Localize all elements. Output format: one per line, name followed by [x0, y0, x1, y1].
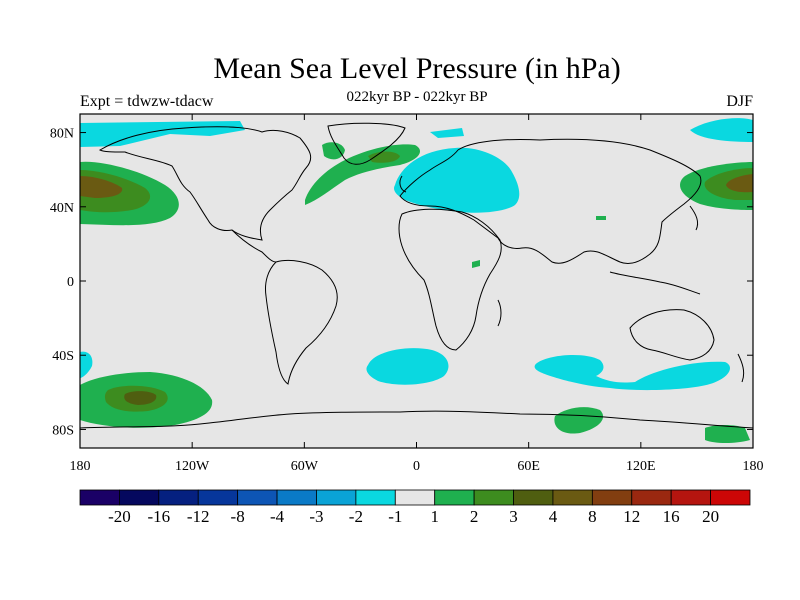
coastline-south-america — [265, 259, 338, 385]
colorbar-label: -8 — [231, 507, 245, 526]
coastline-central-america — [231, 229, 277, 263]
coastline-africa — [398, 208, 502, 351]
colorbar-swatch — [119, 489, 160, 506]
colorbar-label: 1 — [430, 507, 439, 526]
colorbar-swatch — [631, 489, 672, 506]
anomaly-cyan-south-pacific-west — [80, 351, 93, 378]
colorbar-label: 8 — [588, 507, 597, 526]
lat-tick-label: 40N — [50, 201, 74, 216]
colorbar-swatch — [237, 489, 278, 506]
colorbar-swatch — [434, 489, 475, 506]
anomaly-fields — [80, 118, 753, 443]
coastline-new-zealand — [737, 353, 745, 383]
season-label: DJF — [726, 93, 753, 110]
colorbar: -20 -16 -12 -8 -4 -3 -2 -1 1 2 3 4 8 12 16 20 — [79, 489, 751, 526]
colorbar-swatch — [513, 489, 554, 506]
colorbar-label: -1 — [388, 507, 402, 526]
colorbar-label: -16 — [147, 507, 170, 526]
colorbar-label: 16 — [663, 507, 680, 526]
colorbar-swatch — [158, 489, 199, 506]
coastline-north-america — [98, 126, 312, 241]
colorbar-swatch — [591, 489, 633, 506]
colorbar-label: 20 — [702, 507, 719, 526]
chart-title: Mean Sea Level Pressure (in hPa) — [213, 52, 621, 85]
lon-tick-label: 60E — [517, 459, 540, 474]
anomaly-green-canadian-arctic — [322, 142, 345, 160]
colorbar-label: 4 — [549, 507, 558, 526]
colorbar-swatch — [552, 489, 593, 506]
lat-tick-label: 0 — [67, 275, 74, 290]
lon-tick-label: 120E — [626, 459, 656, 474]
colorbar-label: 2 — [470, 507, 479, 526]
lon-tick-label: 120W — [175, 459, 210, 474]
coastlines — [80, 122, 753, 429]
colorbar-label: -12 — [187, 507, 210, 526]
stronger-positive-cores — [80, 151, 753, 412]
coastline-madagascar — [497, 299, 502, 327]
coastline-australia — [629, 309, 715, 361]
latitude-axis: 80N 40N 0 40S 80S — [50, 127, 753, 438]
anomaly-cyan-arctic-asia — [690, 118, 753, 142]
lon-tick-label: 60W — [291, 459, 319, 474]
colorbar-label: -4 — [270, 507, 285, 526]
anomaly-green-small-b — [472, 260, 480, 268]
anomaly-green-southern-ocean — [554, 407, 604, 434]
anomaly-olive-north-pacific-east — [726, 174, 753, 193]
colorbar-label: 3 — [509, 507, 518, 526]
anomaly-cyan-greenland-coast — [430, 128, 464, 138]
negative-anomaly-regions — [80, 118, 753, 391]
coastline-eurasia — [399, 138, 702, 265]
lat-tick-label: 40S — [52, 349, 74, 364]
anomaly-darkgreen-north-atlantic — [368, 151, 400, 163]
experiment-label: Expt = tdwzw-tdacw — [80, 93, 214, 110]
anomaly-cyan-indian-ocean — [534, 354, 730, 391]
anomaly-green-antarctic-coast — [705, 425, 750, 443]
colorbar-label: 12 — [623, 507, 640, 526]
colorbar-swatch — [316, 489, 357, 506]
colorbar-label: -20 — [108, 507, 131, 526]
coastline-greenland — [327, 122, 406, 165]
anomaly-cyan-south-atlantic — [366, 348, 449, 385]
anomaly-cyan-europe — [394, 147, 520, 213]
lon-tick-label: 180 — [70, 459, 91, 474]
anomaly-olive-north-pacific-west — [80, 176, 123, 198]
anomaly-olive-south-pacific — [124, 391, 157, 405]
colorbar-swatch — [473, 489, 514, 506]
colorbar-swatch — [276, 489, 317, 506]
lon-tick-label: 0 — [413, 459, 420, 474]
colorbar-label: -2 — [349, 507, 363, 526]
colorbar-swatch — [197, 489, 239, 506]
coastline-japan — [689, 205, 699, 231]
lat-tick-label: 80S — [52, 423, 74, 438]
lon-tick-label: 180 — [743, 459, 764, 474]
longitude-axis: 180 120W 60W 0 60E 120E 180 — [70, 114, 764, 474]
anomaly-green-small-a — [596, 216, 606, 220]
chart-subtitle: 022kyr BP - 022kyr BP — [346, 89, 488, 105]
coastline-antarctica — [80, 410, 753, 429]
colorbar-swatch — [710, 489, 751, 506]
colorbar-label: -3 — [309, 507, 323, 526]
colorbar-swatch — [394, 489, 436, 506]
lat-tick-label: 80N — [50, 127, 74, 142]
coastline-indonesia — [609, 271, 701, 295]
colorbar-swatch — [670, 489, 711, 506]
colorbar-swatch — [355, 489, 396, 506]
coastline-british-isles — [399, 175, 407, 193]
colorbar-swatch — [79, 489, 120, 506]
